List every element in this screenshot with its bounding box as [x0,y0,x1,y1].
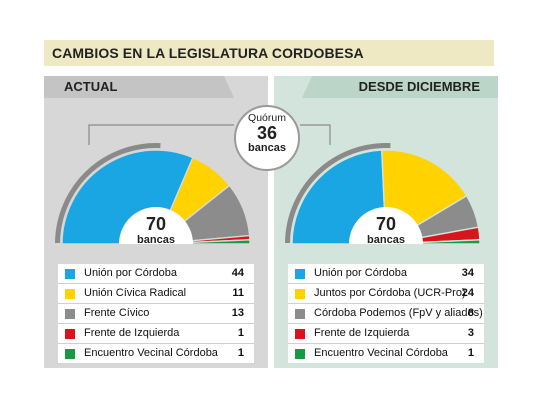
legend-item: Córdoba Podemos (FpV y aliados) 8 [288,304,484,324]
legend-item: Unión por Córdoba 44 [58,264,254,284]
quorum-badge: Quórum 36 bancas [234,105,300,171]
legend-swatch [295,289,305,299]
legend-value: 11 [232,287,244,299]
legend-swatch [295,349,305,359]
legend-actual: Unión por Córdoba 44 Unión Cívica Radical 1… [58,264,254,363]
tab-desde-diciembre: DESDE DICIEMBRE [302,76,498,98]
total-seats-value: 70 [376,214,396,234]
quorum-label: Quórum [248,112,286,124]
legend-item: Unión por Córdoba 34 [288,264,484,284]
legend-item: Frente de Izquierda 1 [58,324,254,344]
total-seats-unit: bancas [367,234,405,246]
legend-value: 44 [231,267,244,279]
legend-value: 34 [461,267,474,279]
chart-center [349,207,423,244]
legend-swatch [65,269,75,279]
legend-label: Frente de Izquierda [314,327,410,339]
legend-swatch [295,269,305,279]
legend-item: Frente Cívico 13 [58,304,254,324]
total-seats-value: 70 [146,214,166,234]
legend-label: Frente de Izquierda [84,327,180,339]
legend-label: Frente Cívico [84,307,150,319]
legend-label: Unión por Córdoba [84,267,177,279]
legend-value: 13 [231,307,244,319]
panel-actual: ACTUAL 70 bancas Unión por Córdoba 44 Unión… [44,76,268,368]
legend-label: Unión por Córdoba [314,267,407,279]
legend-value: 8 [467,307,474,319]
legend-item: Frente de Izquierda 3 [288,324,484,344]
legend-swatch [65,289,75,299]
legend-swatch [295,309,305,319]
legend-item: Encuentro Vecinal Córdoba 1 [58,344,254,363]
legend-label: Juntos por Córdoba (UCR-Pro) [314,287,466,299]
legend-desde-diciembre: Unión por Córdoba 34 Juntos por Córdoba (U… [288,264,484,363]
legend-value: 1 [237,347,244,359]
legend-swatch [65,349,75,359]
total-seats-unit: bancas [137,234,175,246]
legend-value: 1 [237,327,244,339]
legend-label: Encuentro Vecinal Córdoba [84,347,218,359]
legend-label: Encuentro Vecinal Córdoba [314,347,448,359]
legend-item: Unión Cívica Radical 11 [58,284,254,304]
quorum-value: 36 [256,123,278,143]
legend-swatch [65,309,75,319]
tab-actual: ACTUAL [44,76,234,98]
legend-label: Unión Cívica Radical [84,287,187,299]
legend-value: 1 [467,347,474,359]
chart-center [119,207,193,244]
legend-value: 3 [467,327,474,339]
legend-value: 24 [461,287,474,299]
legend-label: Córdoba Podemos (FpV y aliados) [314,307,483,319]
legend-swatch [295,329,305,339]
quorum-unit: bancas [248,142,286,154]
legend-item: Encuentro Vecinal Córdoba 1 [288,344,484,363]
legend-swatch [65,329,75,339]
legend-item: Juntos por Córdoba (UCR-Pro) 24 [288,284,484,304]
infographic-title: CAMBIOS EN LA LEGISLATURA CORDOBESA [44,40,494,66]
panel-desde-diciembre: DESDE DICIEMBRE 70 bancas Unión por Córdo… [274,76,498,368]
